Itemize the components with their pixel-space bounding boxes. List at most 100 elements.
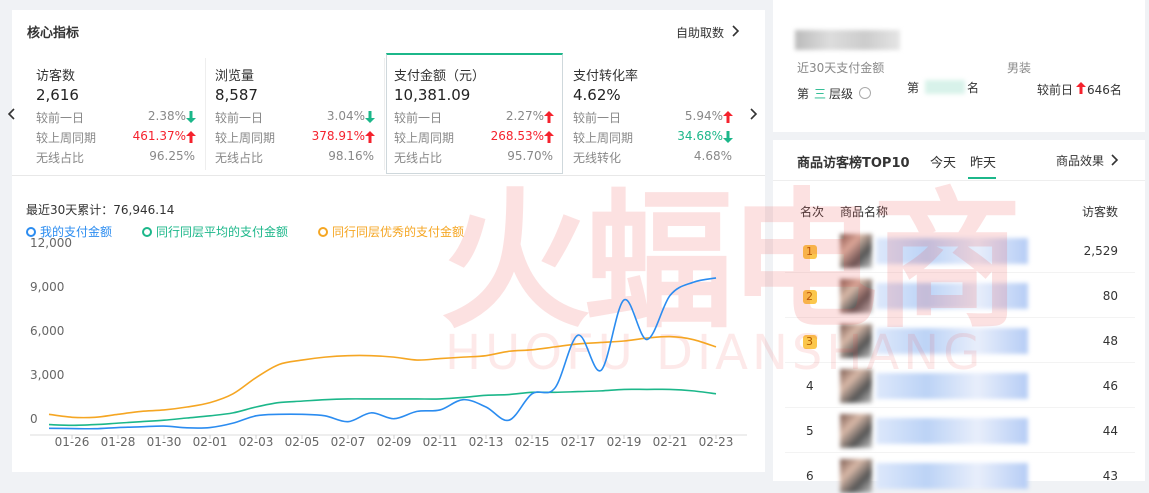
tier-value: 三 [814,87,827,101]
stat-label: 较前一日 [573,111,622,125]
visitor-count: 2,529 [1083,244,1118,258]
legend-item[interactable]: 我的支付金额 [26,224,112,239]
tab[interactable]: 今天 [930,156,957,171]
stat-label: 较前一日 [36,111,85,125]
tier-prefix: 第 [797,87,810,101]
arrow-shape [723,111,733,123]
col-header: 名次 [800,205,825,219]
rank-number: 1 [806,245,813,258]
stat-value: 95.70% [507,149,553,163]
product-image [840,324,872,358]
rank-blur [925,80,965,94]
x-tick-label: 02-03 [239,435,274,449]
core-card [12,10,765,472]
x-tick-label: 02-15 [515,435,550,449]
y-tick-label: 0 [30,412,38,426]
legend-label: 同行同层优秀的支付金额 [332,224,464,239]
rank-card [773,0,1145,132]
y-tick-label: 6,000 [30,324,64,338]
chart-subtitle: 最近30天累计：76,946.14 [26,203,174,217]
card-title: 核心指标 [27,26,80,41]
metric-value: 10,381.09 [394,86,471,104]
stat-value: 96.25% [149,149,195,163]
product-name-blur [876,418,1028,444]
stat-label: 较上周同期 [215,131,276,145]
stat-label: 较上周同期 [36,131,97,145]
series-line [48,277,717,430]
product-image [840,459,872,493]
rank-number: 6 [806,469,814,483]
col-header: 商品名称 [840,205,889,219]
metric-title[interactable]: 浏览量 [215,69,255,84]
rank-number: 3 [806,335,813,348]
product-name-blur [876,238,1028,264]
trend-arrow [186,111,196,123]
stat-label: 较前一日 [215,111,264,125]
product-image [840,369,872,403]
stat-value: 268.53% [490,129,544,143]
series-line [48,388,717,427]
tab-underline [968,177,996,179]
product-image [840,234,872,268]
stat-value: 2.27% [505,109,544,123]
period-label: 近30天支付金额 [797,61,885,75]
stat-label: 无线占比 [394,151,443,165]
stat-label: 无线占比 [215,151,264,165]
trend-arrow [544,131,554,143]
legend-label: 我的支付金额 [40,224,112,239]
metric-title[interactable]: 访客数 [36,69,76,84]
product-name-blur [876,283,1028,309]
y-tick-label: 12,000 [30,236,72,250]
x-tick-label: 02-17 [561,435,596,449]
metrics-divider [12,175,765,176]
visitor-count: 80 [1102,289,1118,303]
visitor-count: 48 [1102,334,1118,348]
y-tick-label: 9,000 [30,280,64,294]
row-divider [785,452,1135,453]
legend-item[interactable]: 同行同层优秀的支付金额 [318,224,464,239]
trend-arrow [723,111,733,123]
row-divider [785,407,1135,408]
row-divider [785,362,1135,363]
x-tick-label: 02-23 [699,435,734,449]
metric-title[interactable]: 支付转化率 [573,69,639,84]
list-link[interactable]: 商品效果 [1056,154,1105,168]
x-tick-label: 02-21 [653,435,688,449]
metric-separator [384,58,385,170]
metric-title[interactable]: 支付金额（元） [394,69,486,84]
rank-badge [803,245,817,259]
chevron[interactable] [8,108,16,120]
trend-arrow [365,111,375,123]
metric-selected-box [386,53,563,174]
stat-value: 2.38% [147,109,186,123]
rank-number: 2 [806,290,813,303]
rank-badge [803,290,817,304]
product-name-blur [876,373,1028,399]
product-name-blur [876,463,1028,489]
legend-item[interactable]: 同行同层平均的支付金额 [142,224,288,239]
chevron[interactable] [732,25,740,37]
stat-label: 较前一日 [394,111,443,125]
chevron[interactable] [1111,154,1119,166]
arrow-shape [544,131,554,143]
metric-value: 4.62% [573,86,621,104]
chevron-shape [750,108,758,120]
tab[interactable]: 昨天 [970,156,997,171]
stat-value: 98.16% [328,149,374,163]
arrow-shape [186,111,196,123]
stat-value: 3.04% [326,109,365,123]
metric-value: 2,616 [36,86,79,104]
stat-value: 378.91% [311,129,365,143]
trend-arrow [544,111,554,123]
stat-label: 无线占比 [36,151,85,165]
stat-label: 较上周同期 [394,131,455,145]
chevron-shape [8,108,15,120]
row-divider [785,272,1135,273]
product-image [840,414,872,448]
x-tick-label: 02-05 [285,435,320,449]
chart: 最近30天累计：76,946.14 我的支付金额 同行同层平均的支付金额 同行同层优秀… [26,203,747,449]
header-link[interactable]: 自助取数 [676,26,725,40]
col-header: 访客数 [1081,205,1118,219]
arrow-shape [365,111,375,123]
chevron[interactable] [750,108,758,120]
